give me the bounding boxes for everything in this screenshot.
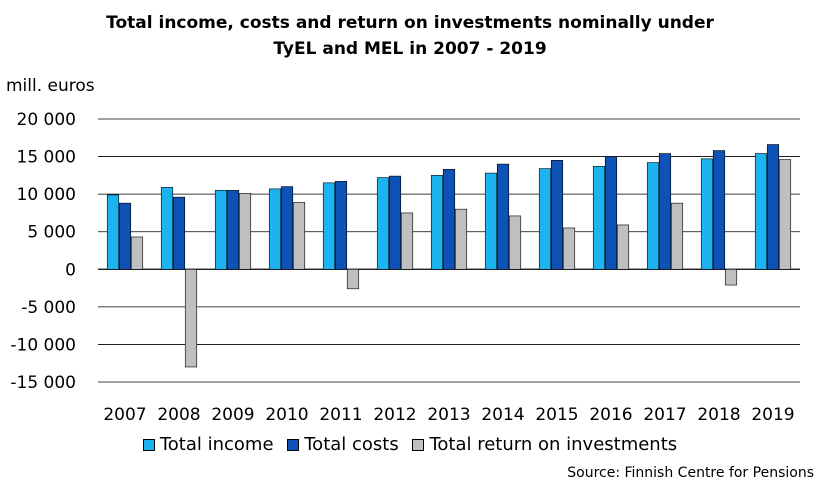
legend: Total income Total costs Total return on… (0, 434, 820, 455)
x-tick-label-2016: 2016 (589, 405, 632, 425)
bar-total-return-on-investments-2008 (184, 268, 198, 368)
x-tick-label-2007: 2007 (103, 405, 146, 425)
bar-total-costs-2018 (712, 150, 726, 270)
bar-total-costs-2008 (172, 196, 186, 270)
chart-title: Total income, costs and return on invest… (0, 10, 820, 62)
legend-item-total-income: Total income (142, 434, 274, 455)
bar-total-return-on-investments-2007 (130, 236, 144, 270)
bar-total-return-on-investments-2015 (562, 227, 576, 270)
x-tick-label-2012: 2012 (373, 405, 416, 425)
legend-label-total-costs: Total costs (304, 434, 399, 455)
x-tick-label-2010: 2010 (265, 405, 308, 425)
x-tick-label-2011: 2011 (319, 405, 362, 425)
legend-item-total-return: Total return on investments (412, 434, 677, 455)
x-tick-label-2019: 2019 (751, 405, 794, 425)
bar-total-income-2016 (592, 166, 606, 270)
bar-total-income-2011 (322, 182, 336, 270)
y-axis-unit-label: mill. euros (6, 76, 95, 96)
bar-total-return-on-investments-2017 (670, 202, 684, 270)
chart-title-line-1: Total income, costs and return on invest… (106, 13, 714, 33)
source-note: Source: Finnish Centre for Pensions (567, 465, 814, 481)
bar-total-return-on-investments-2013 (454, 208, 468, 270)
bar-total-costs-2009 (226, 190, 240, 270)
legend-label-total-return: Total return on investments (429, 434, 678, 455)
bar-total-costs-2013 (442, 169, 456, 270)
bar-total-return-on-investments-2016 (616, 224, 630, 270)
bar-total-income-2019 (754, 153, 768, 270)
y-tick-label: 0 (65, 260, 76, 280)
legend-swatch-total-costs (287, 439, 300, 451)
bar-total-costs-2007 (118, 202, 132, 270)
bar-total-costs-2011 (334, 181, 348, 270)
bar-total-costs-2016 (604, 156, 618, 270)
chart-title-line-2: TyEL and MEL in 2007 - 2019 (273, 39, 547, 59)
bar-total-return-on-investments-2012 (400, 212, 414, 270)
bar-total-costs-2017 (658, 153, 672, 270)
bar-total-income-2017 (646, 162, 660, 270)
x-axis-ticks: 2007 2008 2009 2010 2011 2012 2013 2014 2015 2016… (103, 405, 794, 425)
bar-total-return-on-investments-2018 (724, 268, 738, 286)
y-tick-label: 10 000 (17, 185, 76, 205)
bar-total-costs-2019 (766, 144, 780, 270)
legend-item-total-costs: Total costs (287, 434, 399, 455)
legend-label-total-income: Total income (159, 434, 274, 455)
bar-total-return-on-investments-2010 (292, 202, 306, 270)
y-tick-label: 5 000 (27, 223, 76, 243)
y-tick-label: -5 000 (21, 298, 76, 318)
bar-total-income-2014 (484, 172, 498, 270)
bar-total-income-2008 (160, 187, 174, 270)
bar-total-costs-2012 (388, 175, 402, 270)
bar-total-costs-2015 (550, 160, 564, 270)
bar-total-return-on-investments-2019 (778, 159, 792, 270)
bar-total-income-2010 (268, 188, 282, 270)
bar-total-income-2015 (538, 168, 552, 270)
x-tick-label-2014: 2014 (481, 405, 524, 425)
bar-total-costs-2010 (280, 186, 294, 270)
x-tick-label-2009: 2009 (211, 405, 254, 425)
bars (106, 144, 792, 368)
x-tick-label-2015: 2015 (535, 405, 578, 425)
y-tick-label: -10 000 (10, 335, 76, 355)
x-tick-label-2017: 2017 (643, 405, 686, 425)
bar-total-income-2012 (376, 177, 390, 270)
legend-swatch-total-income (142, 439, 155, 451)
x-tick-label-2008: 2008 (157, 405, 200, 425)
y-tick-label: 15 000 (17, 148, 76, 168)
bar-total-income-2018 (700, 158, 714, 270)
x-tick-label-2013: 2013 (427, 405, 470, 425)
legend-swatch-total-return (412, 439, 425, 451)
x-tick-label-2018: 2018 (697, 405, 740, 425)
y-tick-label: 20 000 (17, 110, 76, 130)
bar-total-income-2007 (106, 194, 120, 270)
bar-total-return-on-investments-2014 (508, 215, 522, 270)
y-tick-label: -15 000 (10, 373, 76, 393)
bar-total-income-2013 (430, 175, 444, 270)
bar-total-return-on-investments-2009 (238, 193, 252, 270)
bar-total-return-on-investments-2011 (346, 268, 360, 290)
y-axis-ticks: 20 000 15 000 10 000 5 000 0 -5 000 -10 000 -15… (10, 110, 76, 393)
bar-total-costs-2014 (496, 163, 510, 270)
bar-total-income-2009 (214, 190, 228, 270)
